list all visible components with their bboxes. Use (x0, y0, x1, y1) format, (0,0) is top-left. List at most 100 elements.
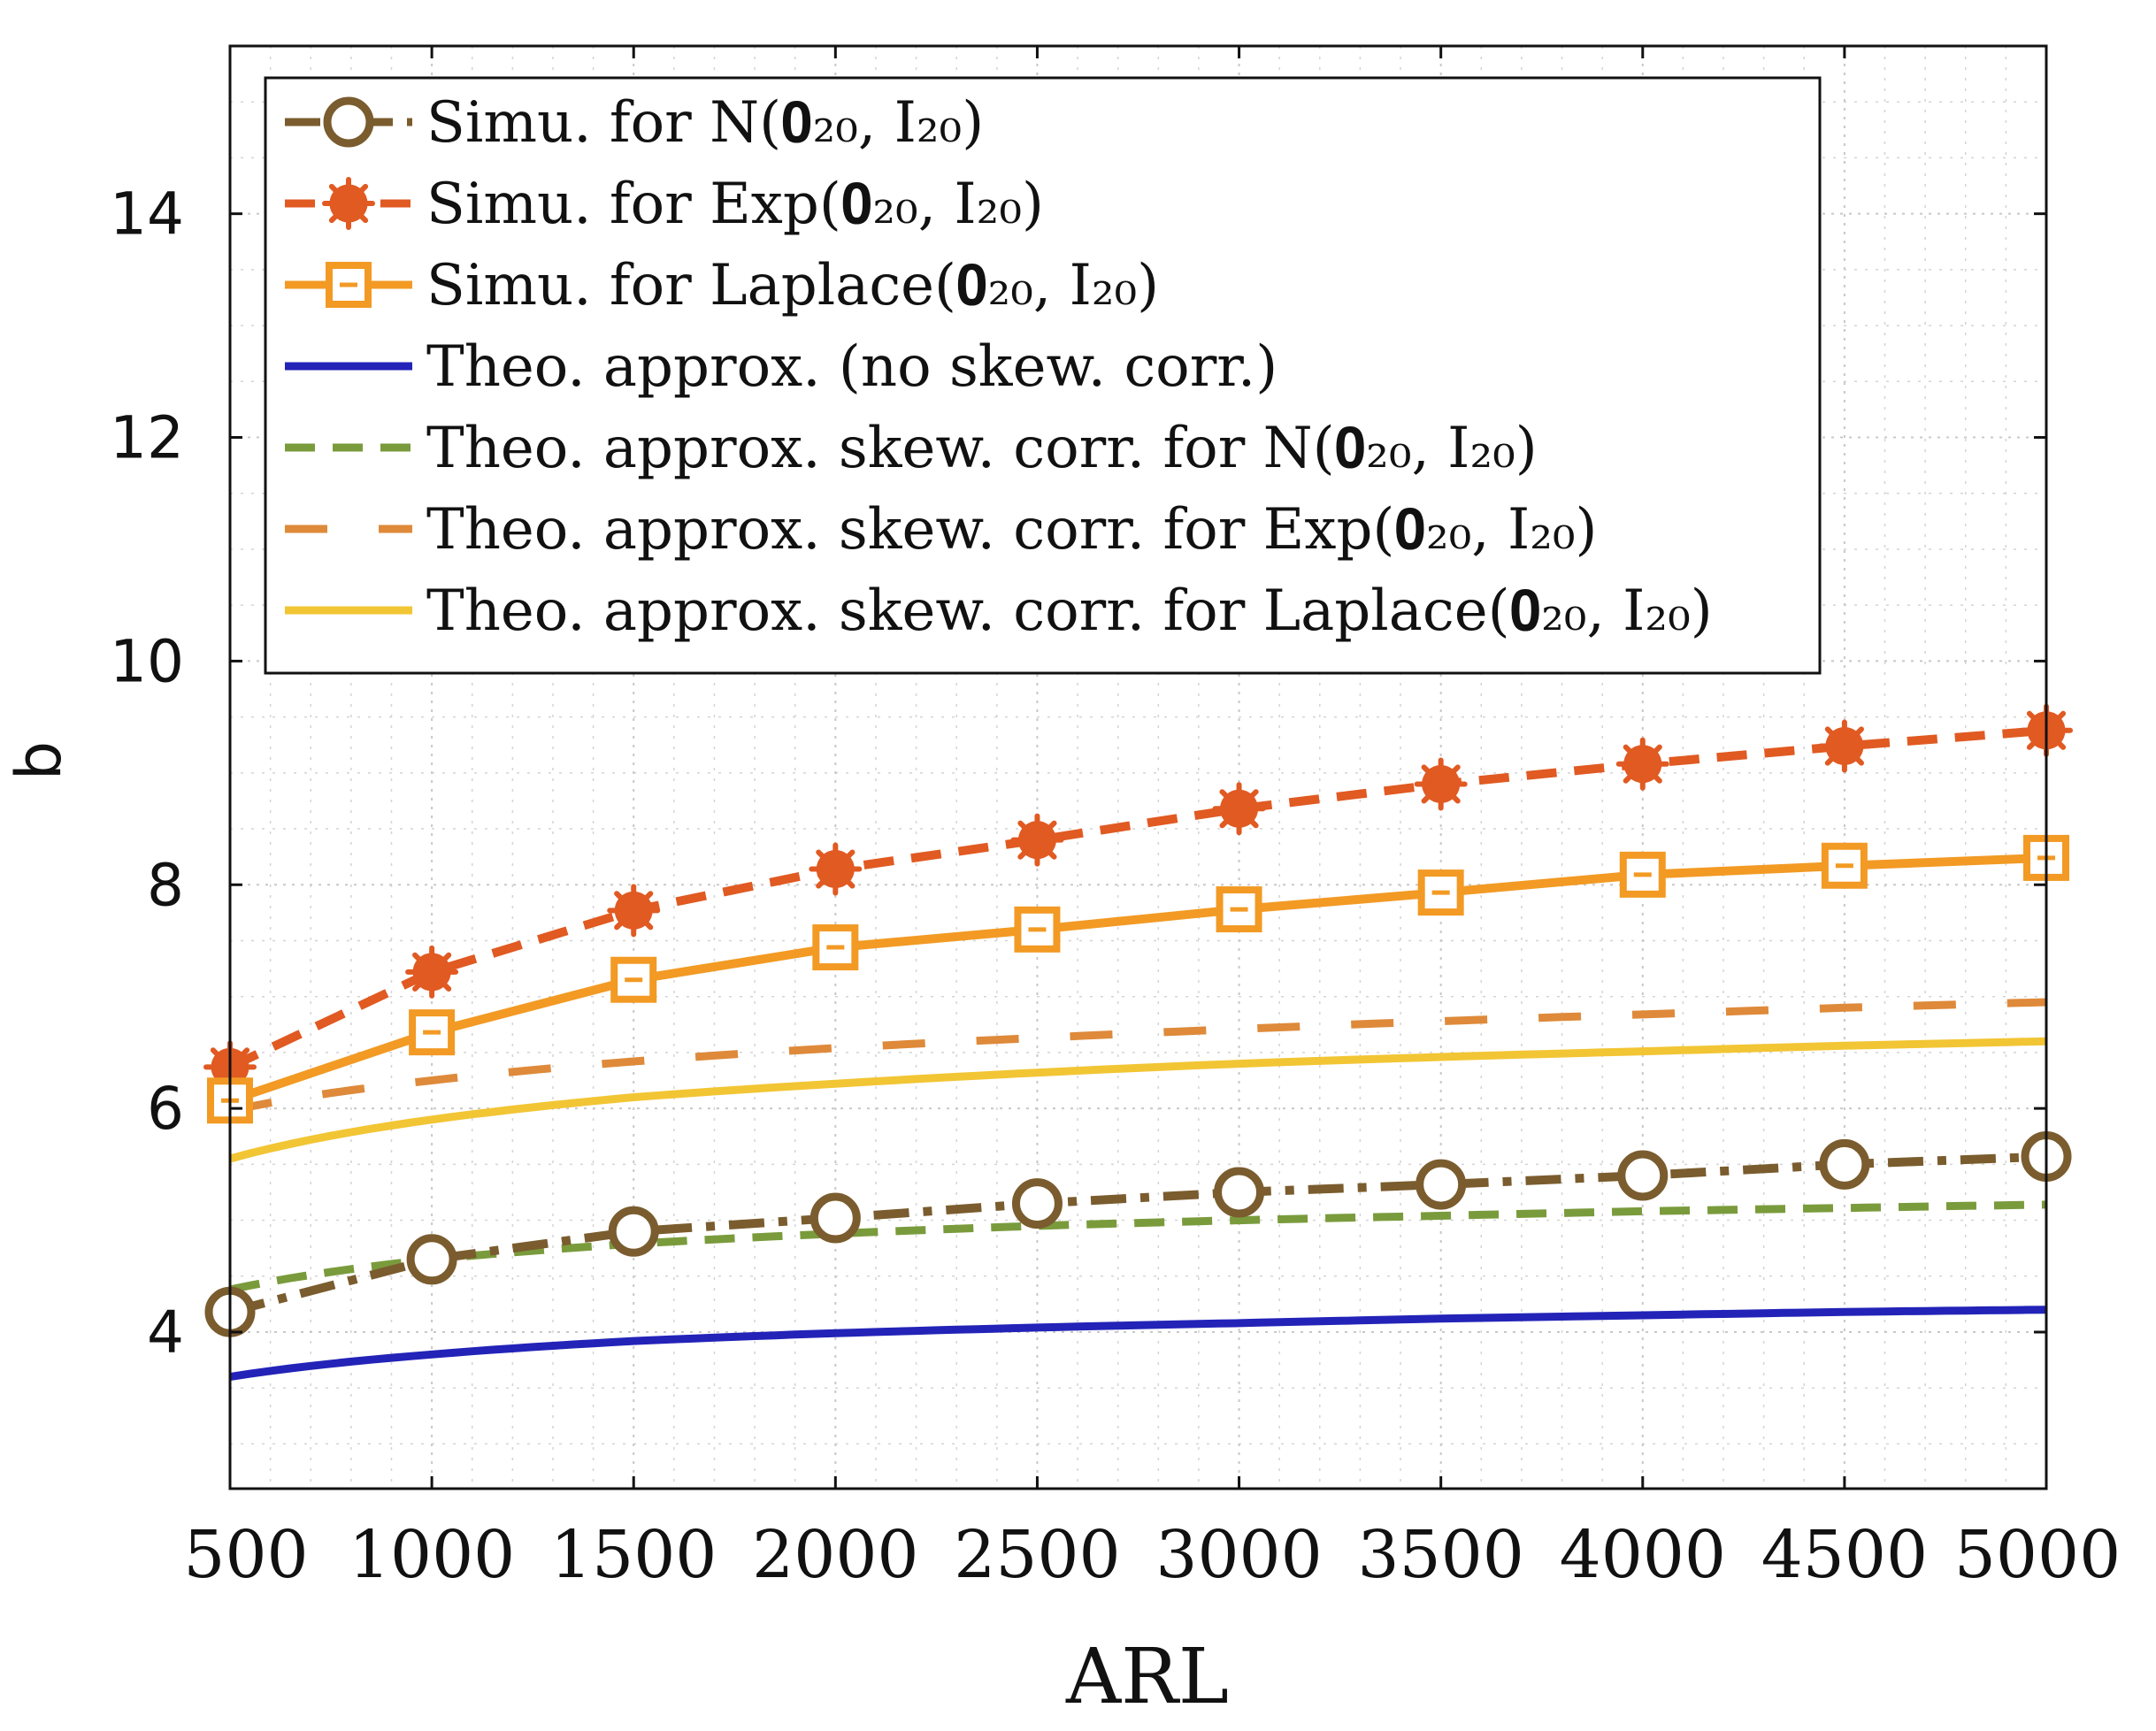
series-line (229, 998, 2047, 1115)
y-axis-label: b (3, 741, 75, 780)
legend-swatch-marker-spike (328, 183, 351, 206)
legend-box (264, 76, 1822, 675)
data-point-spike (1219, 789, 1242, 812)
series-6 (229, 998, 2047, 1115)
legend-entry: Theo. approx. (no skew. corr.) (285, 334, 1277, 400)
data-point-spike (1841, 726, 1864, 749)
data-point (608, 1206, 659, 1257)
data-point (406, 1234, 457, 1285)
x-tick-label: 4500 (1761, 1517, 1928, 1593)
series-layer (203, 703, 2073, 1382)
data-point-spike (614, 891, 637, 914)
axis-ticks (228, 46, 2048, 1489)
series-line (229, 1306, 2047, 1382)
data-point (1417, 869, 1464, 916)
data-point-spike (227, 1047, 250, 1070)
x-tick-label: 5000 (1954, 1517, 2121, 1593)
data-point-spike (1034, 820, 1057, 843)
y-axis-tick-labels: 4 6 8 10 12 14 (110, 180, 184, 1367)
legend-swatch-marker-spike (346, 183, 369, 206)
series-7 (228, 1037, 2047, 1163)
series-line (227, 725, 2047, 1071)
data-point-spike (832, 866, 855, 889)
legend-label: Simu. for Laplace(𝟎₂₀, I₂₀) (426, 253, 1159, 318)
series-line (229, 1200, 2047, 1294)
legend-entry: Theo. approx. skew. corr. for Laplace(𝟎₂… (285, 578, 1713, 644)
data-point-spike (412, 969, 435, 992)
x-tick-label: 1500 (550, 1517, 717, 1593)
legend-label: Theo. approx. skew. corr. for Laplace(𝟎₂… (426, 578, 1713, 644)
legend-label: Simu. for Exp(𝟎₂₀, I₂₀) (426, 172, 1044, 237)
x-tick-label: 2500 (954, 1517, 1120, 1593)
data-point-spike (1438, 781, 1461, 804)
data-point-spike (2044, 710, 2067, 733)
data-point-spike (1639, 744, 1662, 767)
x-tick-label: 4000 (1560, 1517, 1726, 1593)
data-point-spike (210, 1047, 233, 1070)
series-4 (229, 1306, 2047, 1382)
data-point-spike (1639, 761, 1662, 784)
data-point-spike (1421, 764, 1444, 787)
data-point (1617, 1150, 1669, 1201)
data-point-spike (1438, 764, 1461, 787)
data-point (1821, 842, 1868, 889)
series-line (228, 853, 2047, 1106)
data-point-spike (816, 866, 839, 889)
y-tick-label: 4 (147, 1298, 184, 1367)
data-point-spike (1236, 789, 1259, 812)
data-point-spike (816, 849, 839, 872)
legend: Simu. for N(𝟎₂₀, I₂₀) Simu. for Exp(𝟎₂₀, … (264, 76, 1822, 675)
y-tick-label: 10 (110, 627, 184, 695)
plot-area-frame (228, 44, 2048, 1490)
legend-label: Simu. for N(𝟎₂₀, I₂₀) (426, 90, 984, 156)
series-5 (229, 1200, 2047, 1294)
data-point-spike (1623, 761, 1646, 784)
series-line (228, 1037, 2047, 1163)
data-point-spike (1841, 743, 1864, 766)
data-point-spike (429, 969, 452, 992)
data-point-spike (631, 908, 654, 931)
legend-entry: Simu. for Laplace(𝟎₂₀, I₂₀) (285, 253, 1159, 318)
y-tick-label: 6 (147, 1075, 184, 1143)
data-point-spike (832, 849, 855, 872)
legend-entry: Simu. for N(𝟎₂₀, I₂₀) (285, 90, 984, 156)
legend-swatch-marker-spike (328, 201, 351, 224)
legend-label: Theo. approx. (no skew. corr.) (426, 334, 1277, 400)
legend-entry: Theo. approx. skew. corr. for N(𝟎₂₀, I₂₀… (285, 416, 1538, 481)
series-1 (204, 1130, 2072, 1337)
y-tick-label: 14 (110, 180, 184, 249)
data-point-spike (1017, 837, 1040, 860)
legend-swatch-marker-spike (346, 201, 369, 224)
data-point (1011, 1178, 1063, 1229)
data-point (1416, 1159, 1467, 1210)
legend-entries: Simu. for N(𝟎₂₀, I₂₀) Simu. for Exp(𝟎₂₀, … (285, 90, 1713, 644)
data-point-spike (1824, 726, 1847, 749)
y-tick-label: 8 (147, 851, 184, 919)
data-point-spike (1623, 744, 1646, 767)
data-point (1214, 1167, 1265, 1218)
data-point-spike (1219, 806, 1242, 829)
data-point-spike (631, 891, 654, 914)
data-point-spike (1421, 781, 1444, 804)
data-point (1819, 1138, 1870, 1190)
y-tick-label: 12 (110, 404, 184, 472)
series-line (228, 1152, 2047, 1317)
x-tick-label: 3500 (1358, 1517, 1524, 1593)
x-tick-label: 2000 (752, 1517, 918, 1593)
legend-swatch-marker (323, 96, 374, 148)
legend-entry: Theo. approx. skew. corr. for Exp(𝟎₂₀, I… (285, 497, 1598, 563)
data-point (1619, 851, 1666, 898)
x-axis-label: ARL (1065, 1633, 1229, 1721)
legend-entry: Simu. for Exp(𝟎₂₀, I₂₀) (285, 172, 1044, 237)
data-point-spike (429, 952, 452, 975)
data-point-spike (2026, 710, 2049, 733)
data-point (809, 1192, 861, 1244)
legend-label: Theo. approx. skew. corr. for Exp(𝟎₂₀, I… (426, 497, 1598, 563)
data-point-spike (614, 908, 637, 931)
data-point-spike (1824, 743, 1847, 766)
data-point-spike (2026, 727, 2049, 750)
data-point (1014, 906, 1061, 953)
x-tick-label: 3000 (1155, 1517, 1322, 1593)
data-point-spike (2044, 727, 2067, 750)
